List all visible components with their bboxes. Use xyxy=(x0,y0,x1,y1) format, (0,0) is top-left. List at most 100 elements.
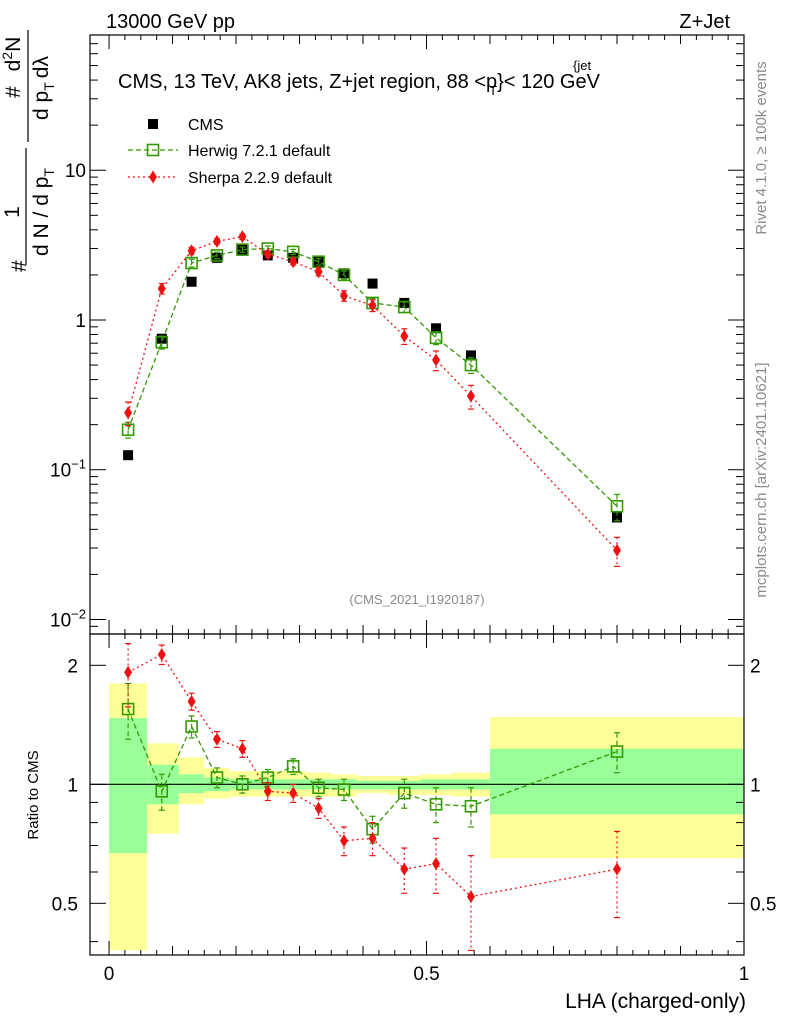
data-point xyxy=(465,350,476,361)
legend-marker xyxy=(146,143,160,157)
data-point xyxy=(368,298,377,312)
data-point xyxy=(212,234,221,248)
data-point xyxy=(466,389,475,403)
data-point xyxy=(314,265,323,279)
data-point xyxy=(286,760,300,773)
main-y-axis-label: # 1 d N / d pT # d2N d pTdλ xyxy=(0,30,57,272)
data-point xyxy=(155,335,169,349)
y-tick-label: 10−2 xyxy=(50,606,86,631)
data-point xyxy=(211,252,222,263)
data-point xyxy=(464,358,478,372)
ylabel-frac2-den-sub: T xyxy=(41,82,57,91)
legend-item: Herwig 7.2.1 default xyxy=(128,143,331,160)
data-point xyxy=(185,256,198,270)
ylabel-prefix: # xyxy=(8,260,31,272)
data-point xyxy=(210,249,224,262)
ratio-y-axis-label: Ratio to CMS xyxy=(25,750,42,839)
data-point xyxy=(432,353,441,367)
title-tail: }< 120 GeV xyxy=(497,71,601,93)
data-point xyxy=(314,801,323,815)
data-point xyxy=(612,512,623,523)
ratio-y-tick-label-right: 2 xyxy=(750,656,761,677)
y-tick-label: 10−1 xyxy=(50,457,86,482)
legend-label: Herwig 7.2.1 default xyxy=(188,143,331,160)
data-point xyxy=(610,745,624,758)
data-point xyxy=(155,785,169,798)
series-line xyxy=(127,653,618,898)
legend-label: CMS xyxy=(188,117,224,134)
data-point xyxy=(610,499,624,513)
data-point xyxy=(432,857,441,871)
data-point xyxy=(367,278,378,289)
data-point xyxy=(186,276,197,287)
band-inner xyxy=(356,780,389,790)
data-point xyxy=(339,834,348,848)
data-point xyxy=(613,543,622,557)
series-cms xyxy=(123,244,623,523)
ratio-y-tick-label-right: 1 xyxy=(750,775,761,796)
ratio-plot-panel: 0 0.5 1 0.5 0.5 1 1 2 2 xyxy=(52,35,776,985)
data-point xyxy=(289,786,298,800)
ylabel-frac1-num: 1 xyxy=(1,206,24,218)
data-point xyxy=(124,665,133,679)
legend-label: Sherpa 2.2.9 default xyxy=(188,170,333,187)
ratio-y-tick-label-left: 2 xyxy=(67,656,78,677)
series-herwig xyxy=(121,682,624,844)
y-tick-label: 1 xyxy=(75,311,86,332)
data-point xyxy=(261,771,275,784)
ratio-frame xyxy=(89,633,745,956)
data-point xyxy=(157,647,166,661)
data-point xyxy=(210,771,224,784)
data-point xyxy=(289,255,298,269)
legend-marker xyxy=(148,119,158,129)
ratio-y-tick-label-left: 1 xyxy=(67,775,78,796)
analysis-tag: (CMS_2021_I1920187) xyxy=(349,592,484,607)
header-left-label: 13000 GeV pp xyxy=(106,11,235,33)
main-plot-panel: 10−2 10−1 1 10 CMS Herwig 7.2.1 default Sherpa… xyxy=(50,34,745,635)
series-line xyxy=(127,235,618,551)
main-chart-title: CMS, 13 TeV, AK8 jets, Z+jet region, 88 … xyxy=(118,71,601,98)
mcplots-label: mcplots.cern.ch [arXiv:2401.10621] xyxy=(753,362,770,597)
band-inner xyxy=(109,718,148,854)
data-point xyxy=(429,798,443,811)
data-point xyxy=(429,331,443,345)
ylabel-frac2-num-sym: N xyxy=(2,37,25,52)
ratio-y-tick-label-left: 0.5 xyxy=(52,894,78,915)
ylabel-frac2-num-d: d2N xyxy=(0,37,25,72)
data-point xyxy=(236,243,249,256)
data-point xyxy=(157,282,166,296)
legend-item: CMS xyxy=(148,117,224,134)
data-point xyxy=(613,862,622,876)
rivet-label: Rivet 4.1.0, ≥ 100k events xyxy=(753,61,770,234)
legend-item: Sherpa 2.2.9 default xyxy=(128,170,333,187)
legend-marker xyxy=(149,170,157,184)
data-point xyxy=(124,406,133,420)
legend: CMS Herwig 7.2.1 default Sherpa 2.2.9 defa… xyxy=(128,117,333,187)
ratio-y-tick-label-right: 0.5 xyxy=(750,894,776,915)
data-point xyxy=(121,423,135,437)
data-point xyxy=(398,300,411,314)
data-point xyxy=(212,732,221,746)
x-tick-label: 1 xyxy=(739,964,750,985)
data-point xyxy=(263,247,272,261)
x-tick-label: 0.5 xyxy=(413,964,439,985)
ylabel-frac2-num-sup: 2 xyxy=(0,52,15,60)
data-point xyxy=(337,783,351,796)
data-point xyxy=(368,831,377,845)
data-point xyxy=(238,742,247,756)
data-point xyxy=(466,890,475,904)
y-tick-label: 10 xyxy=(65,161,86,182)
series-sherpa xyxy=(124,230,622,568)
data-point xyxy=(400,329,409,343)
data-point xyxy=(337,268,351,282)
data-point xyxy=(123,450,134,461)
data-point xyxy=(263,784,272,798)
data-point xyxy=(236,778,249,791)
main-chart-title-sup: {jet xyxy=(573,58,591,73)
ylabel-frac1-den: d N / d pT xyxy=(30,168,57,256)
x-tick-label: 0 xyxy=(104,964,115,985)
data-point xyxy=(464,799,478,813)
data-point xyxy=(312,781,325,795)
ylabel-frac1-den-sub: T xyxy=(41,168,57,177)
